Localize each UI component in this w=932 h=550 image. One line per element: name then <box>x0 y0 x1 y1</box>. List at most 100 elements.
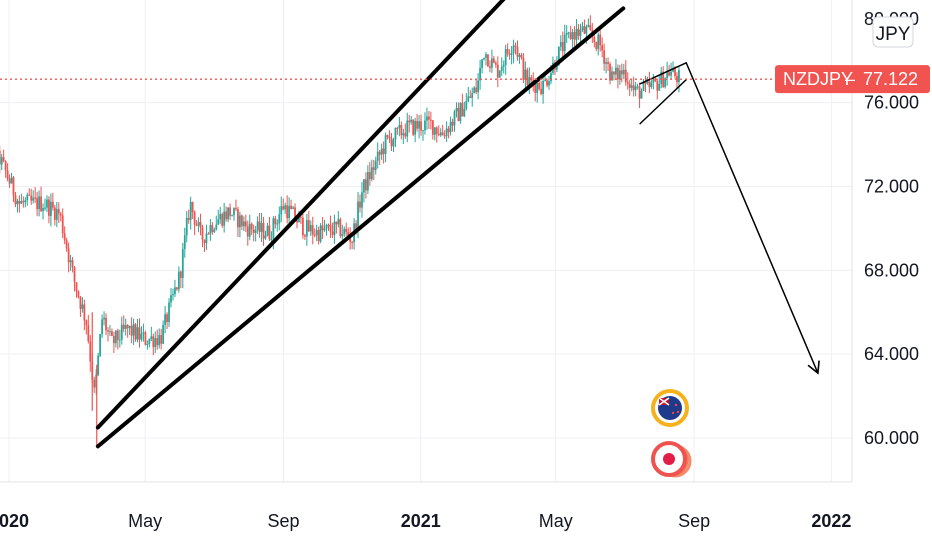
candle-body <box>193 211 196 225</box>
candle-body <box>355 223 357 230</box>
candle-body <box>522 57 525 80</box>
candle-body <box>455 107 458 112</box>
candle-body <box>97 355 100 375</box>
candle-body <box>658 83 661 91</box>
candle-body <box>418 121 420 129</box>
currency-button-bg[interactable] <box>872 16 914 48</box>
candle-body <box>386 135 389 137</box>
candle-body <box>546 80 548 86</box>
candle-body <box>118 339 121 341</box>
candle-body <box>113 335 115 344</box>
candle-body <box>540 88 543 95</box>
candle-body <box>107 330 109 332</box>
candle-body <box>544 80 546 82</box>
candle-body <box>433 127 436 135</box>
last-price-badge-bg <box>775 65 930 94</box>
candle-body <box>274 218 277 225</box>
candle-body <box>276 223 279 225</box>
candle-body <box>426 116 428 121</box>
candle-body <box>20 201 23 204</box>
candle-body <box>231 215 233 217</box>
candle-body <box>392 139 395 147</box>
candle-body <box>235 208 237 210</box>
candle-body <box>516 46 519 57</box>
candle-body <box>22 201 25 203</box>
candle-body <box>613 71 615 75</box>
candle-body <box>365 179 367 191</box>
badge-separator: – <box>845 69 855 89</box>
candle-body <box>199 221 202 228</box>
candle-body <box>4 161 7 171</box>
nzd-flag-icon[interactable] <box>651 389 689 427</box>
candle-body <box>79 297 82 309</box>
candle-body <box>422 130 424 132</box>
candle-body <box>250 223 253 230</box>
candle-body <box>345 228 348 232</box>
candle-body <box>506 49 509 54</box>
time-axis[interactable]: 2020 May Sep 2021 May Sep 2022 <box>0 511 851 531</box>
candle-body <box>343 228 346 235</box>
candle-body <box>282 206 285 210</box>
candle-body <box>640 90 643 99</box>
candle-body <box>189 201 192 221</box>
wedge-trendline[interactable] <box>95 0 545 430</box>
candle-body <box>378 151 381 155</box>
candle-body <box>333 221 336 235</box>
candle-body <box>510 53 513 55</box>
y-tick-label: 68.000 <box>864 260 919 280</box>
projection-arrow[interactable] <box>685 62 820 375</box>
candle-body <box>209 225 212 234</box>
candle-body <box>223 211 226 226</box>
candle-body <box>252 229 255 233</box>
currency-label[interactable]: JPY <box>876 24 911 45</box>
currency-button[interactable]: JPY <box>872 16 914 48</box>
candle-body <box>156 338 159 346</box>
candle-body <box>124 324 127 329</box>
candle-body <box>461 102 464 117</box>
candle-body <box>565 32 568 35</box>
candle-body <box>500 66 503 71</box>
candle-body <box>538 82 541 89</box>
candle-body <box>557 46 560 66</box>
candle-body <box>296 220 298 223</box>
candle-body <box>162 324 165 344</box>
candle-body <box>406 120 409 137</box>
candle-body <box>187 217 190 221</box>
y-tick-label: 60.000 <box>864 428 919 448</box>
candle-body <box>370 167 373 180</box>
candle-body <box>176 287 178 290</box>
candle-body <box>441 132 444 136</box>
candle-body <box>317 229 320 242</box>
candle-body <box>305 220 308 237</box>
candle-body <box>44 207 46 209</box>
candle-body <box>678 70 680 83</box>
candle-body <box>201 227 204 240</box>
candle-body <box>429 119 432 121</box>
jpy-flag-icon[interactable] <box>651 441 692 478</box>
wedge-trendline[interactable] <box>95 6 626 449</box>
candle-body <box>207 233 210 235</box>
flag-trendline[interactable] <box>639 78 687 125</box>
candle-body <box>581 26 584 30</box>
candle-body <box>339 219 342 237</box>
candle-body <box>626 82 629 84</box>
trendlines[interactable] <box>95 0 820 449</box>
candle-body <box>227 207 229 220</box>
candle-body <box>349 236 352 242</box>
candle-body <box>177 271 180 290</box>
x-tick-label: May <box>128 511 162 531</box>
candle-body <box>337 219 340 225</box>
candle-body <box>398 124 401 129</box>
candle-body <box>32 197 35 201</box>
candle-body <box>666 71 669 79</box>
candle-body <box>181 249 184 278</box>
candle-body <box>2 157 5 162</box>
candle-body <box>380 148 383 155</box>
candle-body <box>286 205 289 219</box>
candle-body <box>437 134 440 136</box>
candle-body <box>656 81 659 91</box>
candle-body <box>571 32 574 40</box>
flag-trendline[interactable] <box>639 62 687 85</box>
candle-body <box>311 225 314 235</box>
